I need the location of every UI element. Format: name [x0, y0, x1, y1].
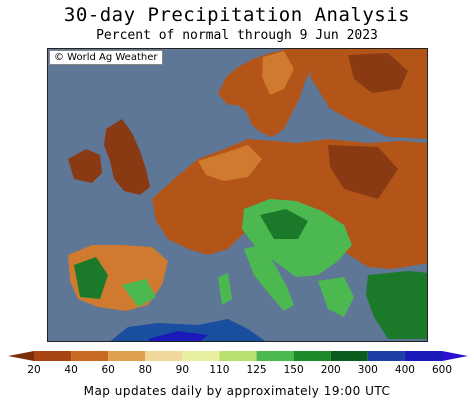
map-svg	[48, 49, 427, 341]
precipitation-map	[47, 48, 428, 342]
colorbar-segment	[182, 351, 220, 361]
colorbar-label: 200	[320, 364, 341, 376]
great-britain	[104, 119, 150, 195]
colorbar-labels: 20 40 60 80 90 110 125 150 200 300 400 600	[0, 364, 474, 378]
colorbar-label: 20	[27, 364, 41, 376]
turkey	[366, 271, 427, 339]
colorbar-max-arrow	[442, 351, 468, 361]
colorbar-min-arrow	[8, 351, 34, 361]
italy	[244, 245, 294, 311]
colorbar-segment	[71, 351, 109, 361]
colorbar-label: 40	[64, 364, 78, 376]
colorbar-segment	[330, 351, 368, 361]
colorbar-segment	[404, 351, 442, 361]
colorbar-segment	[34, 351, 72, 361]
alps-very-wet	[260, 209, 308, 239]
colorbar-segment	[367, 351, 405, 361]
eastern-dry-core	[328, 145, 398, 199]
colorbar-segment	[219, 351, 257, 361]
sardinia	[218, 273, 232, 305]
colorbar-label: 150	[283, 364, 304, 376]
colorbar-label: 600	[431, 364, 453, 376]
greece	[318, 277, 354, 317]
germany-benelux	[198, 145, 262, 181]
colorbar-label: 400	[394, 364, 415, 376]
colorbar-label: 80	[138, 364, 152, 376]
north-africa-wet	[110, 319, 266, 341]
iberia-south-wet	[122, 279, 156, 307]
colorbar-label: 125	[246, 364, 267, 376]
colorbar-segment	[256, 351, 294, 361]
colorbar-label: 110	[209, 364, 230, 376]
iberia-west-wet	[74, 257, 108, 299]
ireland	[68, 149, 102, 183]
baltic-sea	[286, 93, 332, 141]
footer-note: Map updates daily by approximately 19:00…	[83, 384, 391, 398]
norway-north	[262, 51, 294, 95]
colorbar-label: 90	[175, 364, 190, 376]
colorbar-segment	[293, 351, 331, 361]
page-subtitle: Percent of normal through 9 Jun 2023	[96, 28, 378, 43]
north-africa-extreme-wet	[148, 331, 208, 341]
colorbar	[8, 351, 468, 361]
credit-label: © World Ag Weather	[49, 50, 163, 65]
colorbar-segment	[145, 351, 183, 361]
colorbar-label: 60	[101, 364, 115, 376]
colorbar-label: 300	[357, 364, 378, 376]
russia-dry-core	[348, 53, 408, 93]
page-title: 30-day Precipitation Analysis	[63, 4, 411, 26]
colorbar-segment	[108, 351, 146, 361]
